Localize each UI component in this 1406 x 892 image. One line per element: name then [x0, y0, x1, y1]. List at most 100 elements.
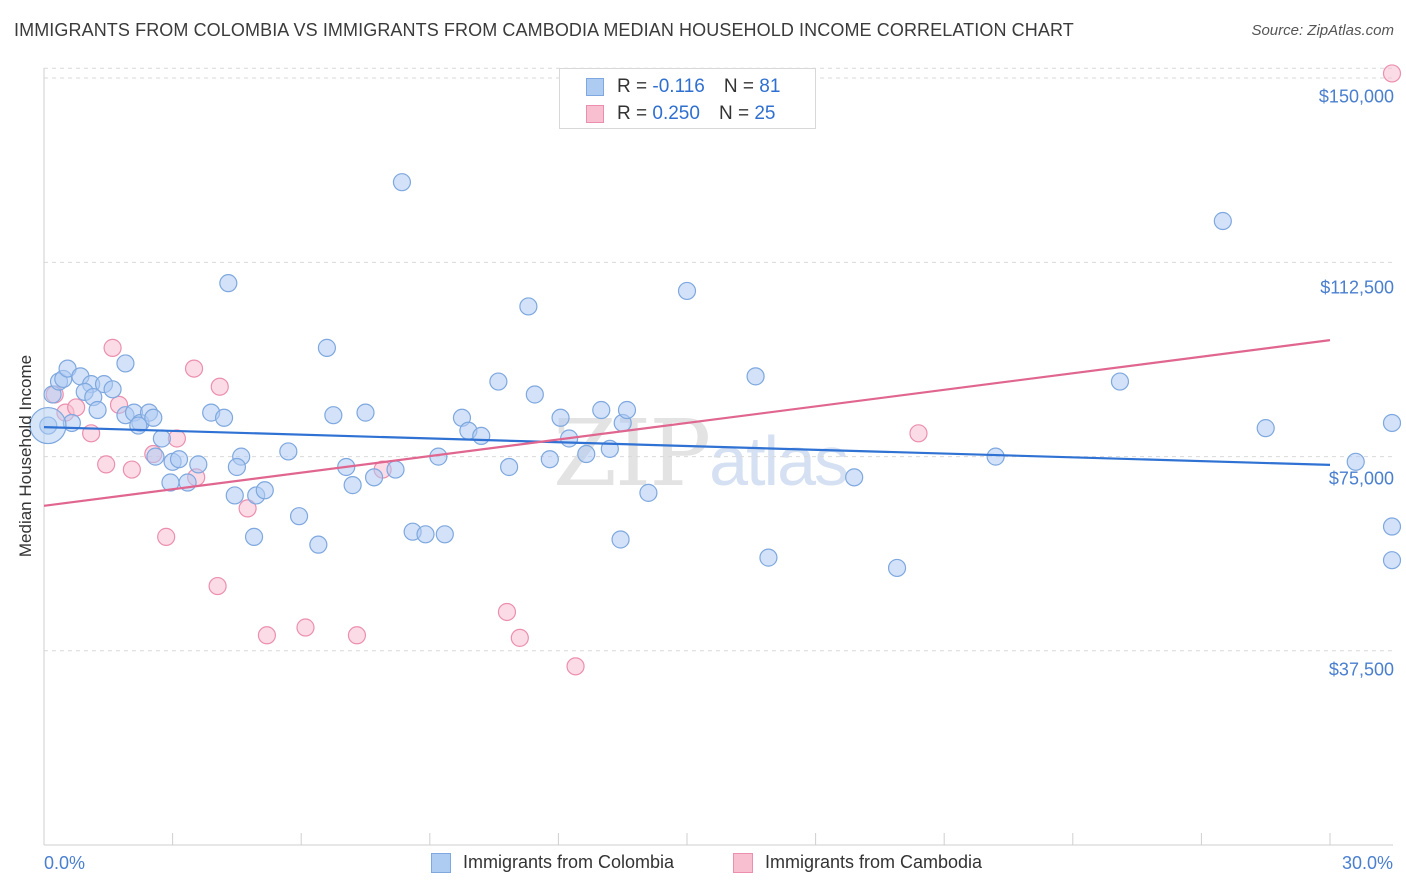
cambodia-point — [103, 338, 122, 357]
legend-item-cambodia: Immigrants from Cambodia — [733, 852, 982, 873]
colombia-legend-swatch — [431, 852, 451, 873]
cambodia-point — [208, 576, 227, 596]
colombia-point — [392, 173, 412, 192]
colombia-point — [103, 380, 122, 399]
colombia-trend-line — [43, 426, 1331, 467]
colombia-point — [592, 400, 611, 420]
cambodia-point — [97, 455, 116, 474]
grid-layer — [44, 67, 1393, 652]
cambodia-trend-line — [43, 339, 1331, 507]
colombia-point — [309, 535, 328, 554]
colombia-point — [551, 408, 570, 427]
colombia-point — [189, 455, 208, 474]
cambodia-point — [210, 377, 229, 396]
source-credit: Source: ZipAtlas.com — [1251, 22, 1394, 39]
colombia-point — [324, 406, 343, 425]
colombia-point — [279, 442, 298, 461]
colombia-point-cluster — [29, 406, 67, 445]
colombia-point — [88, 400, 107, 420]
colombia-point — [472, 426, 491, 446]
y-axis-label: Median Household Income — [16, 354, 35, 558]
colombia-point — [214, 408, 234, 427]
correlation-legend: R = -0.116 N = 81 R = 0.250 N = 25 — [559, 68, 816, 129]
colombia-point — [225, 486, 244, 505]
y-tick-label-37500: $37,500 — [1328, 659, 1394, 680]
series-colombia — [29, 173, 1402, 578]
cambodia-point — [1382, 64, 1402, 83]
colombia-point — [845, 468, 864, 487]
colombia-point — [986, 447, 1005, 466]
colombia-point — [759, 548, 778, 567]
legend-row-colombia: R = -0.116 N = 81 — [586, 76, 780, 98]
cambodia-point — [909, 424, 928, 443]
cambodia-point — [257, 626, 277, 645]
r-label: R = — [617, 103, 648, 124]
colombia-point — [617, 400, 637, 420]
colombia-point — [639, 483, 658, 502]
trend-lines — [43, 339, 1331, 507]
colombia-point — [364, 468, 384, 487]
cambodia-point — [497, 602, 517, 622]
colombia-swatch — [586, 78, 604, 96]
r-value-colombia: -0.116 — [652, 76, 705, 97]
x-tick-label-max: 30.0% — [1341, 853, 1393, 873]
cambodia-point — [67, 398, 86, 417]
colombia-point — [677, 281, 697, 301]
colombia-point — [1256, 419, 1275, 438]
colombia-point — [525, 385, 544, 404]
legend-item-colombia: Immigrants from Colombia — [431, 852, 674, 873]
cambodia-point — [157, 527, 176, 546]
colombia-point — [1213, 211, 1232, 231]
colombia-point — [887, 558, 907, 578]
colombia-point — [746, 367, 765, 386]
cambodia-point — [238, 499, 257, 518]
colombia-point — [577, 444, 596, 464]
colombia-point — [129, 416, 148, 435]
n-value-colombia: 81 — [759, 76, 781, 97]
colombia-point — [244, 527, 264, 546]
colombia-point — [386, 460, 405, 479]
cambodia-point — [566, 657, 585, 676]
colombia-point — [416, 525, 435, 544]
colombia-point — [1382, 551, 1402, 570]
colombia-point — [1382, 517, 1402, 536]
colombia-point — [500, 457, 519, 477]
colombia-point — [1346, 452, 1365, 471]
colombia-point — [1110, 372, 1130, 391]
colombia-point — [219, 274, 238, 293]
r-label: R = — [617, 76, 648, 97]
colombia-point — [146, 447, 165, 466]
cambodia-point — [347, 626, 367, 645]
n-value-cambodia: 25 — [754, 103, 776, 124]
x-tick-marks — [43, 833, 1331, 845]
cambodia-legend-swatch — [733, 852, 753, 873]
legend-row-cambodia: R = 0.250 N = 25 — [586, 103, 775, 125]
r-value-cambodia: 0.250 — [652, 103, 700, 124]
n-label: N = — [723, 76, 754, 97]
colombia-legend-label: Immigrants from Colombia — [463, 852, 675, 872]
cambodia-point — [296, 618, 315, 637]
cambodia-point — [184, 359, 204, 378]
cambodia-swatch — [586, 105, 604, 123]
y-tick-label-75000: $75,000 — [1328, 468, 1394, 489]
colombia-point — [519, 297, 538, 316]
colombia-point — [152, 429, 171, 448]
colombia-point — [116, 354, 135, 373]
colombia-point — [343, 476, 362, 495]
x-tick-label-min: 0.0% — [44, 853, 86, 873]
n-label: N = — [718, 103, 750, 124]
watermark-atlas: atlas — [709, 422, 849, 500]
colombia-point — [356, 403, 375, 422]
colombia-point — [144, 408, 163, 427]
chart-title: IMMIGRANTS FROM COLOMBIA VS IMMIGRANTS F… — [14, 20, 1074, 40]
cambodia-point — [510, 628, 529, 647]
colombia-point — [435, 525, 454, 544]
colombia-point — [611, 530, 630, 549]
colombia-point — [317, 338, 337, 357]
cambodia-point — [122, 460, 141, 479]
colombia-point — [169, 450, 189, 469]
colombia-point — [1382, 413, 1402, 433]
colombia-point — [540, 450, 559, 469]
colombia-point — [489, 372, 508, 391]
